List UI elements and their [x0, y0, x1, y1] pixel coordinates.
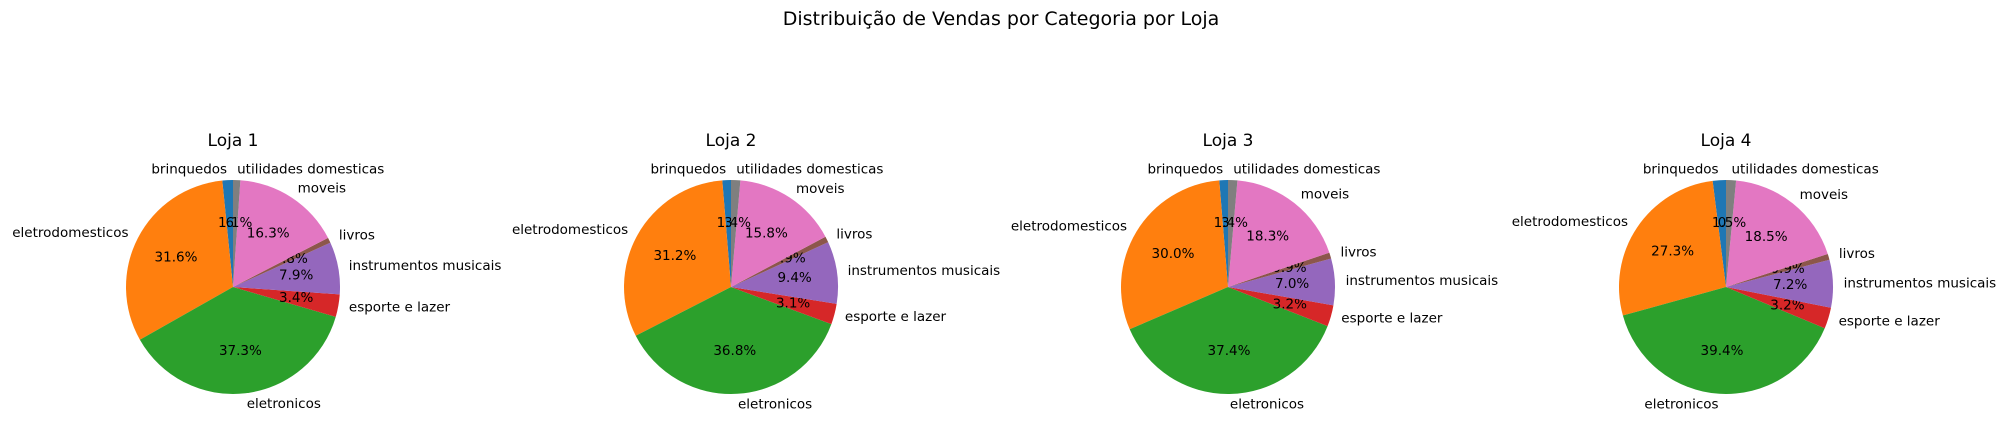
- pie-slice-esporte-e-lazer: [1726, 287, 1831, 329]
- slice-label-moveis: moveis: [796, 181, 845, 197]
- slice-percent-instrumentos-musicais: 7.0%: [1275, 276, 1309, 292]
- slice-label-esporte-e-lazer: esporte e lazer: [1839, 313, 1941, 329]
- pie-slice-utilidades-domesticas: [233, 180, 241, 287]
- pie-slice-livros: [731, 236, 829, 287]
- slice-label-instrumentos-musicais: instrumentos musicais: [349, 258, 502, 274]
- slice-label-eletrodomesticos: eletrodomesticos: [12, 225, 128, 241]
- slice-percent-esporte-e-lazer: 3.2%: [1273, 296, 1307, 312]
- slice-label-brinquedos: brinquedos: [650, 161, 726, 177]
- slice-label-livros: livros: [339, 228, 375, 244]
- slice-percent-instrumentos-musicais: 9.4%: [777, 270, 811, 286]
- slice-percent-utilidades-domesticas: 1.4%: [717, 215, 751, 231]
- pie-slice-eletrodomesticos: [1121, 180, 1228, 330]
- slice-percent-eletronicos: 36.8%: [713, 343, 756, 359]
- slice-label-moveis: moveis: [298, 181, 347, 197]
- pie-slice-instrumentos-musicais: [1228, 258, 1335, 306]
- pie-slice-livros: [1726, 253, 1830, 287]
- slice-label-instrumentos-musicais: instrumentos musicais: [1346, 273, 1499, 289]
- pie-slice-livros: [1228, 252, 1332, 287]
- slice-percent-eletrodomesticos: 27.3%: [1651, 243, 1694, 259]
- slice-percent-eletrodomesticos: 31.2%: [653, 248, 696, 264]
- pie-chart-1: Loja 1brinquedos1.6%eletrodomesticos31.6…: [12, 131, 501, 412]
- pie-slice-eletronicos: [139, 287, 336, 394]
- pie-slice-eletrodomesticos: [624, 180, 731, 336]
- slice-label-moveis: moveis: [1800, 187, 1849, 203]
- slice-label-eletronicos: eletronicos: [247, 396, 321, 412]
- pie-chart-2: Loja 2brinquedos1.3%eletrodomesticos31.2…: [512, 131, 1000, 413]
- slice-percent-moveis: 16.3%: [247, 225, 290, 241]
- pie-slice-livros: [233, 237, 331, 287]
- pie-slice-brinquedos: [1219, 179, 1228, 287]
- slice-label-livros: livros: [836, 227, 872, 243]
- slice-label-eletronicos: eletronicos: [738, 397, 812, 413]
- pie-title: Loja 3: [1203, 131, 1254, 151]
- slice-percent-eletrodomesticos: 30.0%: [1152, 246, 1195, 262]
- figure-title: Distribuição de Vendas por Categoria por…: [783, 8, 1220, 30]
- pie-slice-utilidades-domesticas: [731, 179, 741, 287]
- pie-slice-brinquedos: [1712, 180, 1726, 287]
- slice-percent-eletronicos: 37.3%: [219, 343, 262, 359]
- slice-label-instrumentos-musicais: instrumentos musicais: [848, 263, 1001, 279]
- slice-label-esporte-e-lazer: esporte e lazer: [1341, 311, 1443, 327]
- pie-slice-utilidades-domesticas: [1228, 180, 1238, 287]
- slice-percent-instrumentos-musicais: 7.2%: [1773, 277, 1807, 293]
- pie-slice-eletronicos: [635, 287, 832, 394]
- slice-label-brinquedos: brinquedos: [1147, 161, 1223, 177]
- slice-label-eletrodomesticos: eletrodomesticos: [1011, 218, 1127, 234]
- slice-label-livros: livros: [1839, 246, 1875, 262]
- slice-label-eletrodomesticos: eletrodomesticos: [1512, 214, 1628, 230]
- slice-percent-eletronicos: 37.4%: [1208, 343, 1251, 359]
- slice-label-esporte-e-lazer: esporte e lazer: [349, 300, 451, 316]
- pie-charts: Loja 1brinquedos1.6%eletrodomesticos31.6…: [12, 131, 1996, 413]
- slice-label-moveis: moveis: [1301, 187, 1350, 203]
- pie-chart-3: Loja 3brinquedos1.3%eletrodomesticos30.0…: [1011, 131, 1498, 413]
- slice-label-brinquedos: brinquedos: [151, 161, 227, 177]
- slice-label-eletronicos: eletronicos: [1230, 397, 1304, 413]
- slice-label-utilidades-domesticas: utilidades domesticas: [237, 161, 384, 177]
- pie-slice-brinquedos: [222, 180, 233, 287]
- slice-label-instrumentos-musicais: instrumentos musicais: [1844, 275, 1997, 291]
- slice-label-eletronicos: eletronicos: [1644, 397, 1718, 413]
- slice-percent-moveis: 18.3%: [1246, 229, 1289, 245]
- pie-slice-moveis: [1228, 180, 1330, 287]
- slice-percent-eletrodomesticos: 31.6%: [155, 250, 198, 266]
- pie-slice-esporte-e-lazer: [1228, 287, 1334, 327]
- slice-label-esporte-e-lazer: esporte e lazer: [845, 309, 947, 325]
- pie-slice-brinquedos: [722, 180, 731, 287]
- slice-percent-esporte-e-lazer: 3.1%: [776, 295, 810, 311]
- slice-percent-esporte-e-lazer: 3.2%: [1770, 298, 1804, 314]
- pie-slice-eletrodomesticos: [126, 180, 233, 340]
- pie-slice-instrumentos-musicais: [1726, 259, 1834, 308]
- pie-slice-eletronicos: [1129, 287, 1328, 394]
- pie-chart-4: Loja 4brinquedos2.0%eletrodomesticos27.3…: [1512, 131, 1996, 413]
- slice-label-utilidades-domesticas: utilidades domesticas: [1233, 161, 1380, 177]
- slice-percent-moveis: 15.8%: [745, 226, 788, 242]
- slice-percent-moveis: 18.5%: [1745, 229, 1788, 245]
- pie-slice-instrumentos-musicais: [233, 242, 340, 295]
- slice-percent-utilidades-domesticas: 1.5%: [1712, 215, 1746, 231]
- pie-slice-instrumentos-musicais: [731, 242, 838, 304]
- pie-slice-eletronicos: [1622, 287, 1825, 395]
- pie-title: Loja 1: [208, 131, 259, 151]
- slice-label-eletrodomesticos: eletrodomesticos: [512, 222, 628, 238]
- pie-slice-moveis: [731, 180, 826, 287]
- pie-slice-esporte-e-lazer: [731, 287, 837, 325]
- slice-label-livros: livros: [1341, 244, 1377, 260]
- pie-slice-moveis: [233, 180, 329, 287]
- slice-percent-esporte-e-lazer: 3.4%: [279, 290, 313, 306]
- pie-slice-utilidades-domesticas: [1726, 179, 1737, 287]
- slice-percent-utilidades-domesticas: 1.4%: [1214, 215, 1248, 231]
- slice-label-utilidades-domesticas: utilidades domesticas: [1732, 161, 1879, 177]
- slice-label-utilidades-domesticas: utilidades domesticas: [736, 161, 883, 177]
- pie-title: Loja 2: [706, 131, 757, 151]
- slice-percent-instrumentos-musicais: 7.9%: [279, 268, 313, 284]
- pie-slice-esporte-e-lazer: [233, 287, 340, 317]
- slice-percent-utilidades-domesticas: 1.1%: [218, 215, 252, 231]
- pie-title: Loja 4: [1701, 131, 1752, 151]
- pie-slice-moveis: [1726, 180, 1828, 287]
- slice-label-brinquedos: brinquedos: [1643, 162, 1719, 178]
- slice-percent-eletronicos: 39.4%: [1701, 343, 1744, 359]
- pie-slice-eletrodomesticos: [1618, 180, 1726, 316]
